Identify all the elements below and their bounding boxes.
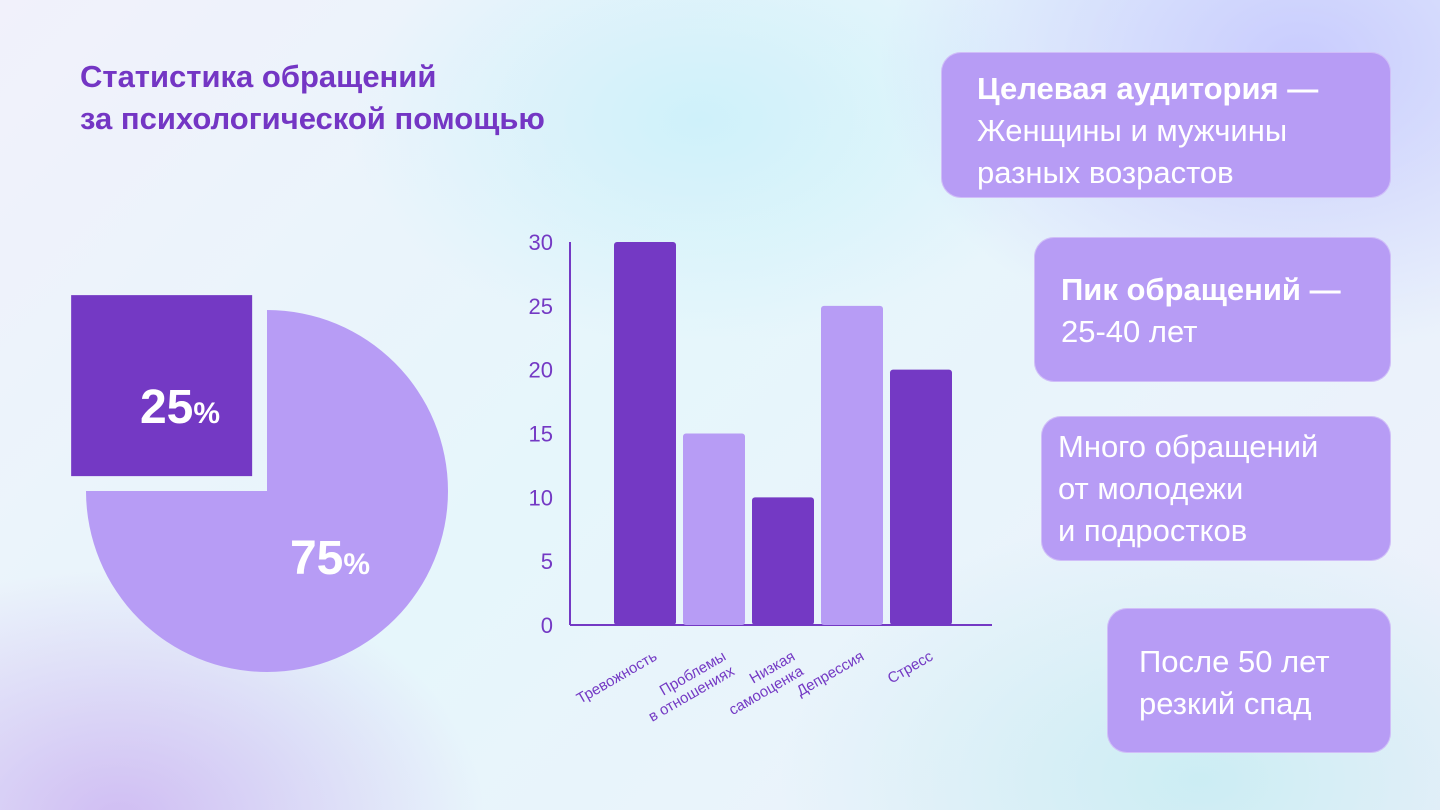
pie-slice-75 xyxy=(86,310,448,672)
card-target-audience-heading: Целевая аудитория — xyxy=(977,71,1319,106)
x-tick-label: Стресс xyxy=(885,648,937,688)
y-tick-label: 10 xyxy=(529,485,553,510)
card-after-50-line-1: После 50 лет xyxy=(1139,644,1330,679)
card-target-audience-line-2: разных возрастов xyxy=(977,155,1234,190)
y-tick-label: 30 xyxy=(529,230,553,255)
bar-0 xyxy=(614,242,676,625)
bar-4 xyxy=(890,369,952,625)
title-line-1: Статистика обращений xyxy=(80,59,437,94)
card-after-50-line-2: резкий спад xyxy=(1139,686,1312,721)
pie-slice-25 xyxy=(71,295,253,477)
x-tick-label: Тревожность xyxy=(574,648,660,708)
card-youth: Много обращений от молодежи и подростков xyxy=(1041,416,1391,561)
card-after-50: После 50 лет резкий спад xyxy=(1107,608,1391,753)
card-peak-line-1: 25-40 лет xyxy=(1061,314,1198,349)
card-target-audience: Целевая аудитория — Женщины и мужчины ра… xyxy=(941,52,1391,198)
card-peak: Пик обращений — 25-40 лет xyxy=(1034,237,1391,382)
pie-label-75: 75% xyxy=(290,532,370,585)
bar-1 xyxy=(683,433,745,625)
x-tick-label: Депрессия xyxy=(794,648,867,700)
y-tick-label: 20 xyxy=(529,358,553,383)
card-youth-line-2: от молодежи xyxy=(1058,471,1244,506)
y-tick-label: 15 xyxy=(529,422,553,447)
x-tick-label-line: Стресс xyxy=(885,648,937,688)
pie-label-25: 25% xyxy=(140,381,220,434)
page-title: Статистика обращений за психологической … xyxy=(80,56,545,140)
card-youth-line-3: и подростков xyxy=(1058,513,1248,548)
y-tick-label: 25 xyxy=(529,294,553,319)
x-tick-label-line: Тревожность xyxy=(574,648,660,708)
y-tick-label: 5 xyxy=(541,549,553,574)
title-line-2: за психологической помощью xyxy=(80,101,545,136)
x-tick-label-line: Депрессия xyxy=(794,648,867,700)
y-tick-label: 0 xyxy=(541,613,553,638)
bar-3 xyxy=(821,305,883,625)
card-peak-heading: Пик обращений — xyxy=(1061,272,1341,307)
card-youth-line-1: Много обращений xyxy=(1058,429,1319,464)
card-target-audience-line-1: Женщины и мужчины xyxy=(977,113,1288,148)
bar-2 xyxy=(752,497,814,625)
